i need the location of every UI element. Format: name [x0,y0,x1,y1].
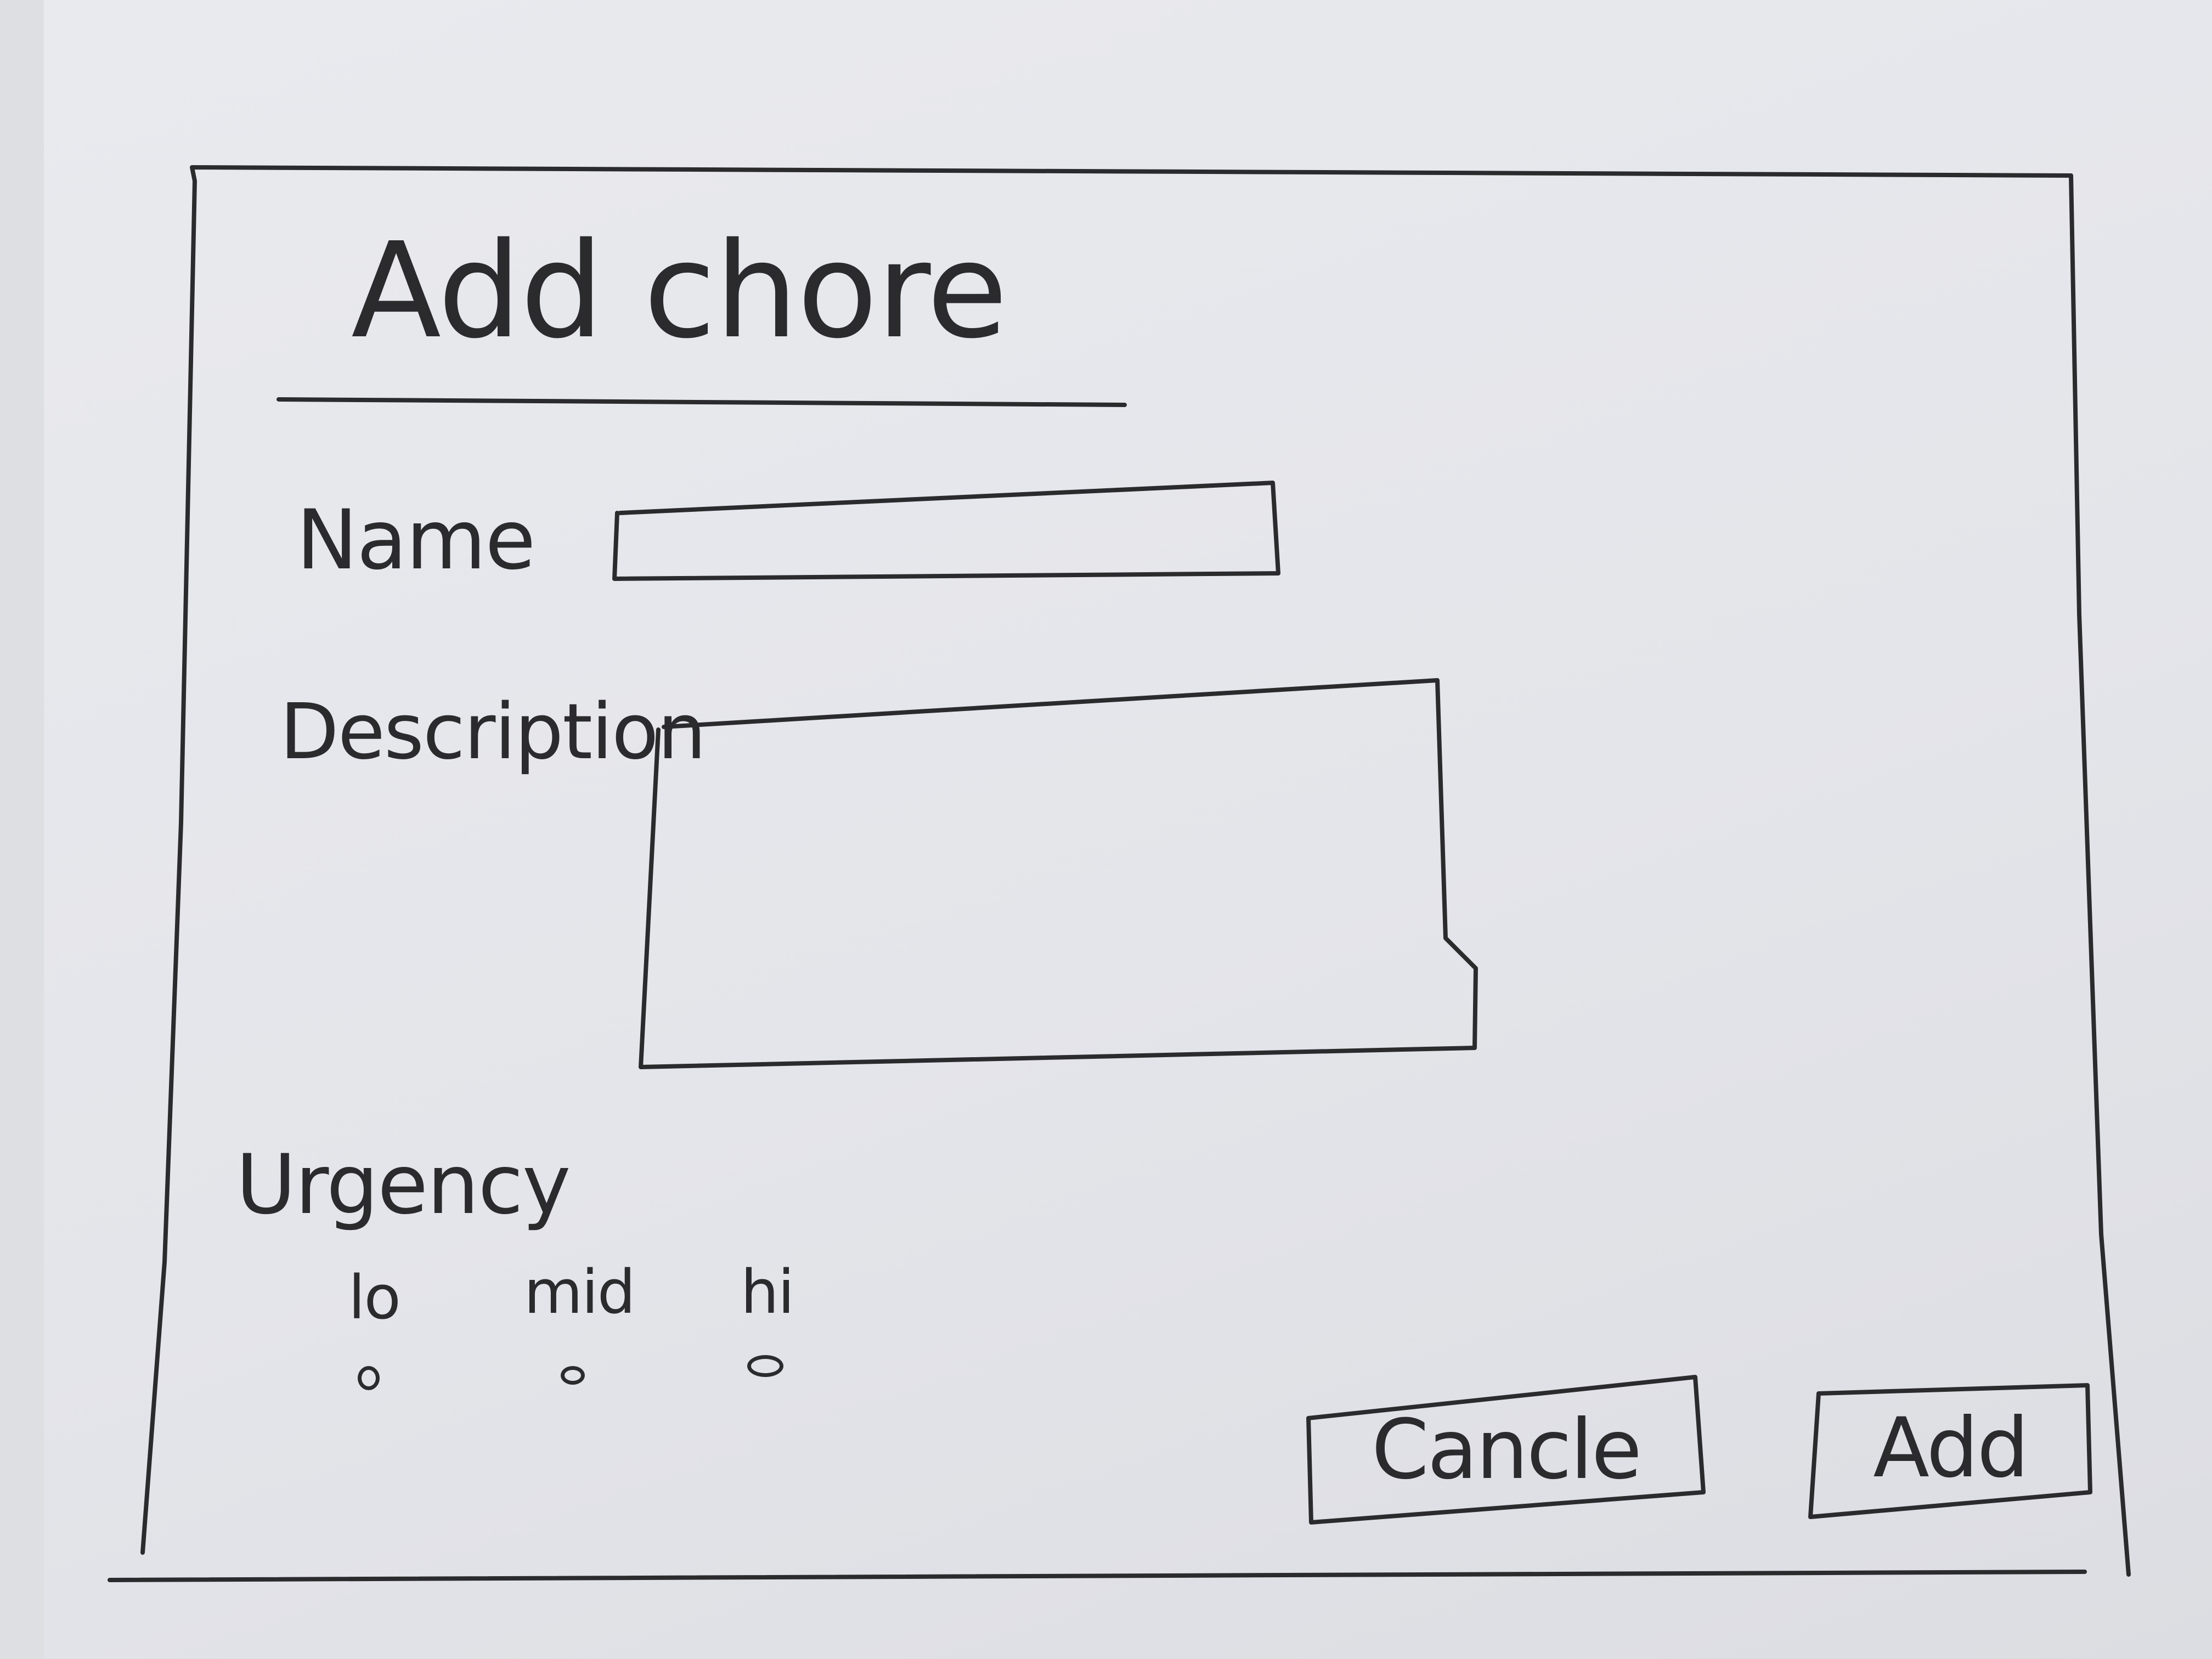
urgency-option-lo-label: lo [348,1262,401,1333]
urgency-option-hi-label: hi [741,1257,794,1327]
urgency-radio-hi[interactable] [747,1355,783,1377]
name-input[interactable] [620,488,1276,571]
urgency-radio-mid[interactable] [561,1366,585,1385]
add-button[interactable]: Add [1816,1393,2085,1503]
cancel-button[interactable]: Cancle [1314,1391,1698,1509]
dialog-title: Add chore [351,214,1008,368]
description-textarea[interactable] [653,702,1437,1042]
urgency-radio-lo[interactable] [358,1366,380,1390]
add-button-outline [1808,1383,2092,1519]
dialog-frame [108,165,2131,1582]
urgency-option-mid-label: mid [524,1257,636,1327]
title-underline [276,397,1127,407]
description-label: Description [280,687,706,777]
urgency-label: Urgency [236,1137,571,1233]
cancel-button-outline [1306,1375,1706,1525]
description-input-box [639,678,1478,1069]
name-label: Name [296,493,536,588]
